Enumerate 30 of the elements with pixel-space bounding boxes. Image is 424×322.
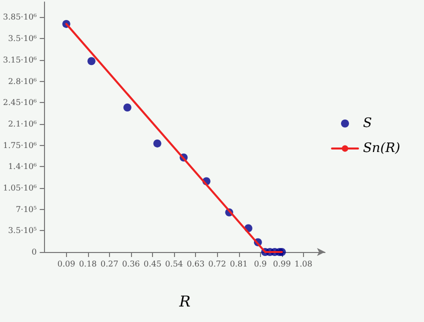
y-tick-label: 3.85·10⁶ (2, 12, 37, 22)
point (153, 139, 162, 148)
x-tick-label: 0.45 (144, 260, 162, 268)
x-tick-label: 0.09 (57, 260, 76, 268)
y-tick-label: 3.5·10⁵ (8, 226, 37, 236)
y-tick-label: 7·10⁵ (16, 204, 37, 214)
x-tick-label: 0.81 (230, 260, 248, 268)
legend-label: S (363, 116, 372, 131)
y-tick-label: 2.1·10⁶ (8, 119, 37, 128)
x-tick-label: 0.18 (78, 260, 97, 268)
y-tick-label: 2.45·10⁶ (2, 98, 37, 108)
point (87, 57, 96, 66)
x-tick-label: 0.27 (100, 260, 118, 268)
y-tick-label: 3.15·10⁶ (2, 55, 37, 64)
x-tick-label: 0.36 (122, 260, 140, 268)
x-tick-label: 0.54 (165, 260, 183, 268)
x-tick-label: 0.63 (186, 260, 205, 268)
legend-label: Sn(R) (363, 141, 400, 156)
y-tick-label: 1.05·10⁶ (2, 183, 37, 192)
y-tick-label: 0 (32, 248, 37, 256)
x-tick-label: 1.08 (294, 260, 312, 268)
point (123, 103, 132, 112)
x-tick-label: 0.99 (272, 260, 291, 268)
x-tick-label: 0.9 (254, 260, 267, 268)
y-tick-label: 1.4·10⁶ (8, 162, 37, 172)
y-tick-label: 1.75·10⁶ (2, 140, 37, 150)
y-tick-label: 3.5·10⁶ (8, 34, 37, 44)
x-axis-title: R (178, 292, 191, 310)
y-tick-label: 2.8·10⁶ (8, 76, 37, 86)
x-tick-label: 0.72 (208, 260, 226, 268)
